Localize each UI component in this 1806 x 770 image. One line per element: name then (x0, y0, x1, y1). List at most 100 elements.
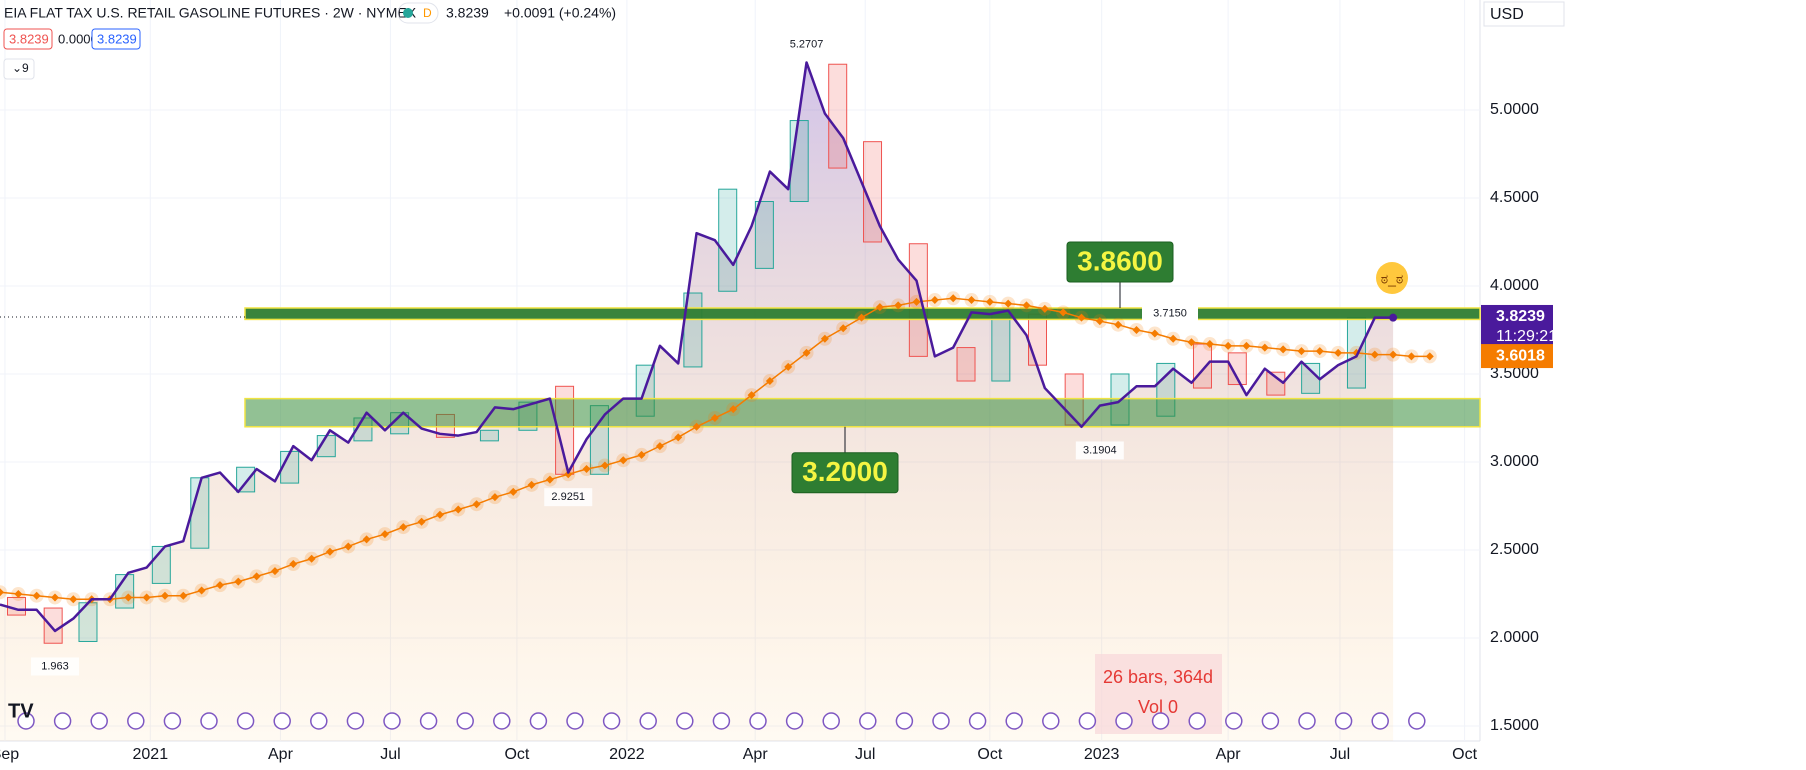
event-marker (383, 712, 401, 730)
ma-point (1370, 350, 1379, 359)
ma-point (692, 422, 701, 431)
x-tick-label: Sep (0, 746, 19, 763)
ma-point (1059, 308, 1068, 317)
ma-point (124, 593, 133, 602)
ma-point (1205, 340, 1214, 349)
ma-point (1077, 313, 1086, 322)
x-tick-label: Oct (504, 746, 529, 763)
x-tick-label: 2023 (1084, 746, 1120, 763)
ma-point (1022, 301, 1031, 310)
annotation-box (782, 35, 831, 54)
ma-point (564, 470, 573, 479)
indicator-toggle[interactable] (3, 58, 35, 80)
ma-point (765, 377, 774, 386)
ma-point (490, 493, 499, 502)
ma-point (380, 530, 389, 539)
ma-point (215, 581, 224, 590)
box (754, 201, 774, 269)
ma-point (234, 577, 243, 586)
box (479, 429, 499, 442)
ma-point (1425, 352, 1434, 361)
ma-point (729, 405, 738, 414)
ma-point (1242, 341, 1251, 350)
ma-point (417, 517, 426, 526)
ma-point (1095, 317, 1104, 326)
zone-note: 3.7150 (1153, 308, 1187, 320)
emoji-face: ಠ_ಠ (1381, 271, 1404, 287)
x-tick-label: Jul (380, 746, 400, 763)
box (236, 466, 256, 493)
ma-point (435, 510, 444, 519)
ma-point (1224, 341, 1233, 350)
ma-point (399, 523, 408, 532)
event-marker (785, 712, 804, 730)
ma-point (472, 500, 481, 509)
box (718, 188, 738, 292)
x-tick-label: Oct (977, 746, 1002, 763)
ma-point (949, 294, 958, 303)
box (991, 313, 1011, 382)
ma-point (325, 547, 334, 556)
x-tick-label: Oct (1452, 746, 1477, 763)
ohlc-value: 3.8239 (97, 31, 137, 46)
ma-point (1040, 304, 1049, 313)
ma-point (674, 433, 683, 442)
ma-point (527, 480, 536, 489)
indicator-count: 9 (22, 61, 29, 75)
event-marker (749, 712, 767, 730)
y-tick-label: 2.0000 (1490, 629, 1539, 646)
ma-point (619, 456, 628, 465)
box (1227, 352, 1247, 386)
box (1266, 371, 1286, 396)
zone-label: 3.2000 (802, 456, 888, 487)
x-tick-label: Apr (268, 746, 294, 763)
zone-label-box (1066, 241, 1174, 283)
x-tick-label: Apr (743, 746, 769, 763)
event-marker (639, 712, 657, 730)
ma-point (270, 567, 279, 576)
ma-point (454, 505, 463, 514)
event-marker (1371, 712, 1389, 730)
box (1301, 362, 1321, 394)
ma-point (894, 301, 903, 310)
box (43, 607, 63, 644)
ma-point (930, 296, 939, 305)
ma-point (197, 586, 206, 595)
event-marker (1261, 712, 1280, 730)
event-marker (712, 712, 731, 730)
ma-point (1114, 320, 1123, 329)
event-marker (273, 712, 291, 730)
event-marker (236, 712, 255, 730)
plot: 1.5000 2.0000 2.5000 3.0000 3.5000 4.0000 4.50… (0, 0, 1553, 764)
ma-point (1279, 345, 1288, 354)
event-marker (17, 712, 35, 730)
annotation: 1.963 (41, 660, 69, 672)
price-label: 3.6018 (1496, 347, 1545, 364)
ma-point (1187, 338, 1196, 347)
event-marker (127, 712, 145, 730)
event-marker (1151, 712, 1170, 730)
ma-point (1132, 325, 1141, 334)
annotation-box (544, 488, 593, 507)
ma-point (839, 324, 848, 333)
event-marker (493, 712, 511, 730)
event-marker (1005, 712, 1023, 730)
ma-point (545, 475, 554, 484)
event-marker (1225, 712, 1243, 730)
last-price: 3.8239 (446, 5, 489, 21)
event-marker (859, 712, 877, 730)
currency-box[interactable] (1483, 1, 1565, 27)
ma-point (32, 591, 41, 600)
ma-point (600, 461, 609, 470)
event-marker (1188, 712, 1206, 730)
ma-point (0, 588, 4, 597)
ma-point (307, 554, 316, 563)
event-marker (1042, 712, 1060, 730)
ma-point (50, 593, 59, 602)
ma-point (655, 442, 664, 451)
chevron: ⌄ (12, 61, 22, 75)
change: +0.0091 (+0.24%) (504, 5, 616, 21)
zone-label-box (791, 452, 899, 494)
event-marker (200, 712, 218, 730)
